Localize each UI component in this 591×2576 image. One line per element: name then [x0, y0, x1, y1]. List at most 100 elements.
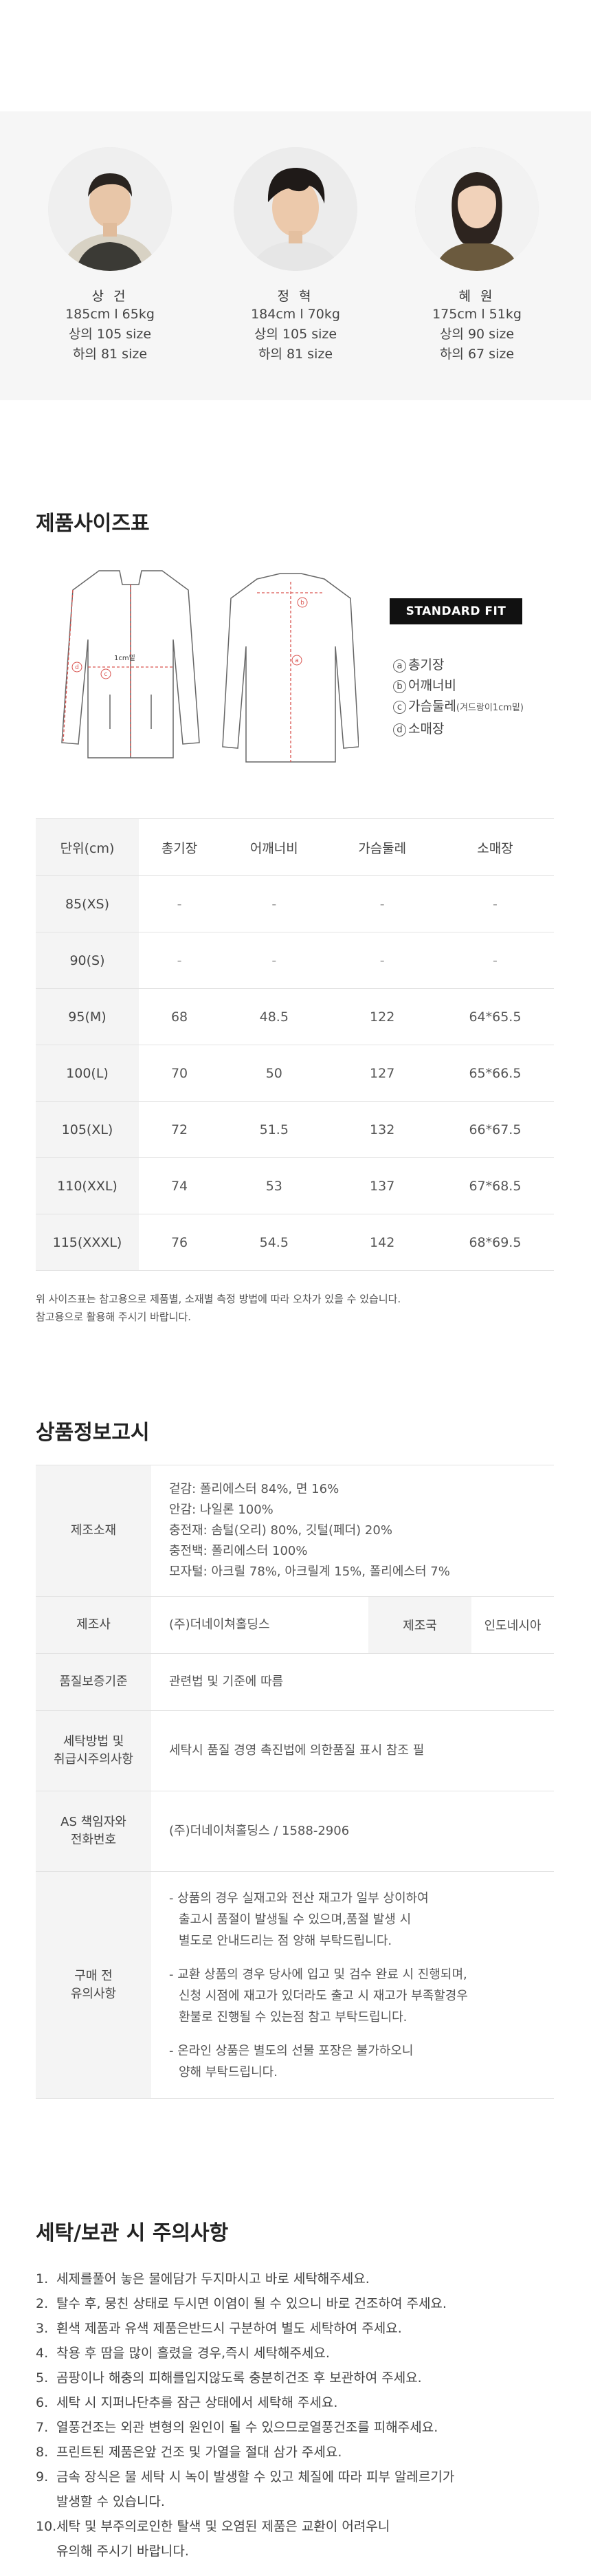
care-item: 7. 열풍건조는 외관 변형의 원인이 될 수 있으므로열풍건조를 피해주세요.: [36, 2415, 544, 2440]
size-row: 105(XL) 72 51.5 132 66*67.5: [36, 1101, 554, 1158]
size-cell: -: [328, 875, 436, 932]
info-label: 제조소재: [36, 1465, 151, 1597]
legend-label: 어깨너비: [408, 678, 456, 693]
care-num: 3.: [36, 2321, 49, 2336]
size-label: 110(XXL): [36, 1157, 139, 1214]
info-row-wash: 세탁방법 및 취급시주의사항 세탁시 품질 경영 촉진법에 의한품질 표시 참조…: [36, 1710, 554, 1791]
info-label-line: 세탁방법 및: [63, 1734, 124, 1749]
care-item: 10. 세탁 및 부주의로인한 탈색 및 오염된 제품은 교환이 어려우니 유의해 …: [36, 2514, 544, 2564]
size-cell: 66*67.5: [436, 1101, 554, 1158]
size-cell: 64*65.5: [436, 988, 554, 1045]
legend-label: 총기장: [408, 657, 445, 673]
info-label-line: AS 책임자와: [60, 1815, 126, 1829]
info-label-line: 유의사항: [70, 1986, 117, 2001]
size-cell: -: [139, 932, 221, 989]
fit-badge: STANDARD FIT: [390, 598, 522, 624]
legend-sub: (겨드랑이1cm밑): [456, 703, 524, 713]
size-row: 90(S) - - - -: [36, 932, 554, 989]
size-note-line: 위 사이즈표는 참고용으로 제품별, 소재별 측정 방법에 따라 오차가 있을 …: [36, 1293, 401, 1305]
size-cell: 68*69.5: [436, 1214, 554, 1271]
model-bottom-size: 하의 67 size: [439, 347, 515, 362]
size-cell: -: [139, 875, 221, 932]
care-text-line: 발생할 수 있습니다.: [56, 2494, 165, 2509]
size-cell: 137: [328, 1157, 436, 1214]
info-label: 품질보증기준: [36, 1653, 151, 1711]
care-num: 1.: [36, 2271, 49, 2286]
legend-item: c 가슴둘레(겨드랑이1cm밑): [393, 696, 524, 719]
care-text: 곰팡이나 해충의 피해를입지않도록 충분히건조 후 보관하여 주세요.: [56, 2370, 422, 2386]
size-row: 115(XXXL) 76 54.5 142 68*69.5: [36, 1214, 554, 1271]
col-header: 단위(cm): [36, 818, 139, 876]
legend-mark: c: [393, 701, 406, 714]
size-cell: 76: [139, 1214, 221, 1271]
model-top-size: 상의 105 size: [254, 327, 337, 342]
care-text: 탈수 후, 뭉친 상태로 두시면 이염이 될 수 있으니 바로 건조하여 주세요…: [56, 2296, 447, 2311]
care-item: 3. 흰색 제품과 유색 제품은반드시 구분하여 별도 세탁하여 주세요.: [36, 2316, 544, 2341]
care-text: 착용 후 땀을 많이 흘렸을 경우,즉시 세탁해주세요.: [56, 2346, 330, 2361]
size-cell: 70: [139, 1045, 221, 1102]
care-text-line: 세탁 및 부주의로인한 탈색 및 오염된 제품은 교환이 어려우니: [56, 2519, 390, 2534]
legend-mark: a: [393, 659, 406, 673]
care-item: 4. 착용 후 땀을 많이 흘렸을 경우,즉시 세탁해주세요.: [36, 2341, 544, 2366]
info-row-caution: 구매 전 유의사항 - 상품의 경우 실재고와 전산 재고가 일부 상이하여 출…: [36, 1871, 554, 2099]
quality-value: 관련법 및 기준에 따름: [151, 1653, 554, 1711]
care-item: 8. 프린트된 제품은앞 건조 및 가열을 절대 삼가 주세요.: [36, 2440, 544, 2465]
care-item: 5. 곰팡이나 해충의 피해를입지않도록 충분히건조 후 보관하여 주세요.: [36, 2366, 544, 2390]
caution-line: - 교환 상품의 경우 당사에 입고 및 검수 완료 시 진행되며,: [169, 1967, 467, 1982]
care-text: 세탁 시 지퍼나단추를 잠근 상태에서 세탁해 주세요.: [56, 2395, 338, 2410]
care-title: 세탁/보관 시 주의사항: [36, 2221, 229, 2245]
size-label: 105(XL): [36, 1101, 139, 1158]
col-header: 어깨너비: [220, 818, 328, 876]
svg-text:a: a: [295, 657, 299, 664]
size-cell: -: [220, 875, 328, 932]
info-label-line: 전화번호: [70, 1833, 117, 1847]
info-label: 세탁방법 및 취급시주의사항: [36, 1710, 151, 1791]
legend-item: a 총기장: [393, 655, 524, 675]
model-bottom-size: 하의 81 size: [258, 347, 333, 362]
legend-item: b 어깨너비: [393, 675, 524, 696]
size-cell: 132: [328, 1101, 436, 1158]
legend-mark: b: [393, 680, 406, 693]
model-name: 상 건: [91, 289, 129, 304]
caution-line: 신청 시점에 재고가 있더라도 출고 시 재고가 부족할경우: [179, 1988, 468, 2003]
care-item: 9. 금속 장식은 물 세탁 시 녹이 발생할 수 있고 체질에 따라 피부 알레…: [36, 2465, 544, 2514]
model-card: 정 혁 184cm l 70kg 상의 105 size 하의 81 size: [227, 147, 364, 364]
care-text: 세제를풀어 놓은 물에담가 두지마시고 바로 세탁해주세요.: [56, 2271, 370, 2286]
caution-value: - 상품의 경우 실재고와 전산 재고가 일부 상이하여 출고시 품절이 발생될…: [151, 1871, 554, 2099]
material-value: 겉감: 폴리에스터 84%, 면 16% 안감: 나일론 100% 충전재: 솜…: [151, 1465, 554, 1597]
model-section: 상 건 185cm l 65kg 상의 105 size 하의 81 size …: [0, 111, 591, 400]
caution-line: - 온라인 상품은 별도의 선물 포장은 불가하오니: [169, 2043, 414, 2058]
care-num: 7.: [36, 2420, 49, 2435]
model-bottom-size: 하의 81 size: [72, 347, 148, 362]
col-header: 가슴둘레: [328, 818, 436, 876]
size-cell: -: [220, 932, 328, 989]
model-photo: [415, 147, 539, 271]
caution-line: 환불로 진행될 수 있는점 참고 부탁드립니다.: [179, 2009, 408, 2024]
country-value: 인도네시아: [471, 1596, 554, 1654]
size-cell: 53: [220, 1157, 328, 1214]
material-line: 안감: 나일론 100%: [169, 1503, 274, 1517]
legend-label: 소매장: [408, 721, 445, 736]
size-cell: -: [436, 875, 554, 932]
size-label: 115(XXXL): [36, 1214, 139, 1271]
maker-value: (주)더네이쳐홀딩스: [151, 1596, 368, 1654]
info-label: 제조사: [36, 1596, 151, 1654]
caution-line: 별도로 안내드리는 점 양해 부탁드립니다.: [179, 1933, 392, 1948]
legend-item: d 소매장: [393, 719, 524, 739]
size-label: 90(S): [36, 932, 139, 989]
care-text: 흰색 제품과 유색 제품은반드시 구분하여 별도 세탁하여 주세요.: [56, 2321, 402, 2336]
armpit-note: 1cm밑: [114, 654, 135, 662]
info-label-line: 취급시주의사항: [54, 1752, 133, 1767]
info-label: AS 책임자와 전화번호: [36, 1791, 151, 1872]
caution-list: - 상품의 경우 실재고와 전산 재고가 일부 상이하여 출고시 품절이 발생될…: [151, 1888, 554, 2083]
info-row-maker: 제조사 (주)더네이쳐홀딩스 제조국 인도네시아: [36, 1596, 554, 1654]
material-line: 충전백: 폴리에스터 100%: [169, 1544, 308, 1558]
info-label-line: 구매 전: [74, 1968, 113, 1983]
info-row-quality: 품질보증기준 관련법 및 기준에 따름: [36, 1653, 554, 1711]
model-height-weight: 185cm l 65kg: [65, 307, 155, 322]
info-row-material: 제조소재 겉감: 폴리에스터 84%, 면 16% 안감: 나일론 100% 충…: [36, 1465, 554, 1597]
size-cell: 50: [220, 1045, 328, 1102]
size-note-line: 참고용으로 활용해 주시기 바랍니다.: [36, 1311, 192, 1323]
measurement-legend: a 총기장 b 어깨너비 c 가슴둘레(겨드랑이1cm밑) d 소매장: [393, 655, 524, 739]
size-label: 100(L): [36, 1045, 139, 1102]
